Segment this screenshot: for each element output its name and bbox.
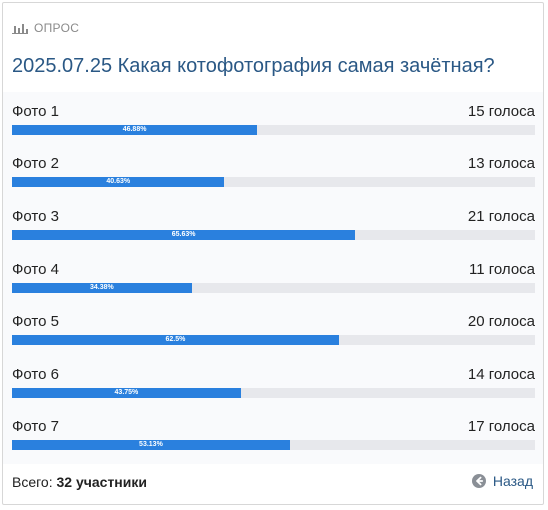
poll-header: ОПРОС bbox=[12, 20, 79, 36]
option-percent-label: 34.38% bbox=[90, 284, 114, 291]
option-vote-count: 17 голоса bbox=[467, 418, 535, 435]
option-vote-count: 11 голоса bbox=[469, 261, 535, 278]
total-prefix: Всего: bbox=[12, 474, 53, 490]
option-label: Фото 5 bbox=[12, 313, 59, 330]
option-progress-track: 65.63% bbox=[12, 230, 535, 240]
option-progress-fill: 46.88% bbox=[12, 125, 258, 135]
option-label: Фото 6 bbox=[12, 366, 59, 383]
option-vote-count: 15 голоса bbox=[467, 103, 535, 120]
option-vote-count: 13 голоса bbox=[467, 155, 535, 172]
poll-card: ОПРОС 2025.07.25 Какая котофотография са… bbox=[2, 2, 544, 505]
option-progress-fill: 53.13% bbox=[12, 440, 290, 450]
option-percent-label: 40.63% bbox=[106, 178, 131, 185]
total-participants: Всего: 32 участники bbox=[12, 474, 147, 490]
option-percent-label: 53.13% bbox=[139, 441, 163, 448]
option-progress-fill: 62.5% bbox=[12, 335, 339, 345]
poll-option[interactable]: Фото 6 14 голоса 43.75% bbox=[12, 366, 535, 414]
option-progress-fill: 40.63% bbox=[12, 177, 225, 187]
poll-option[interactable]: Фото 5 20 голоса 62.5% bbox=[12, 313, 535, 361]
option-progress-track: 43.75% bbox=[12, 388, 535, 398]
poll-option[interactable]: Фото 3 21 голоса 65.63% bbox=[12, 208, 535, 256]
option-vote-count: 21 голоса bbox=[467, 208, 535, 225]
option-label: Фото 2 bbox=[12, 155, 59, 172]
option-percent-label: 62.5% bbox=[165, 336, 186, 343]
option-progress-track: 46.88% bbox=[12, 125, 535, 135]
option-label: Фото 7 bbox=[12, 418, 59, 435]
option-progress-track: 40.63% bbox=[12, 177, 535, 187]
option-progress-fill: 65.63% bbox=[12, 230, 356, 240]
option-progress-fill: 43.75% bbox=[12, 388, 241, 398]
option-progress-fill: 34.38% bbox=[12, 283, 192, 293]
poll-header-label: ОПРОС bbox=[34, 21, 80, 35]
option-percent-label: 46.88% bbox=[122, 126, 147, 133]
option-progress-track: 53.13% bbox=[12, 440, 535, 450]
poll-option[interactable]: Фото 4 11 голоса 34.38% bbox=[12, 261, 535, 309]
arrow-left-circle-icon bbox=[471, 474, 486, 488]
bar-chart-icon bbox=[12, 24, 28, 34]
poll-option[interactable]: Фото 2 13 голоса 40.63% bbox=[12, 155, 535, 203]
total-value: 32 участники bbox=[56, 474, 147, 490]
back-label: Назад bbox=[492, 473, 533, 489]
poll-title: 2025.07.25 Какая котофотография самая за… bbox=[12, 55, 495, 77]
option-label: Фото 4 bbox=[12, 261, 59, 278]
option-label: Фото 1 bbox=[12, 103, 59, 120]
option-label: Фото 3 bbox=[12, 208, 59, 225]
option-percent-label: 65.63% bbox=[171, 231, 196, 238]
option-vote-count: 20 голоса bbox=[467, 313, 535, 330]
option-percent-label: 43.75% bbox=[114, 389, 139, 396]
poll-option[interactable]: Фото 7 17 голоса 53.13% bbox=[12, 418, 535, 466]
back-button[interactable]: Назад bbox=[471, 473, 533, 489]
option-progress-track: 62.5% bbox=[12, 335, 535, 345]
option-vote-count: 14 голоса bbox=[467, 366, 535, 383]
option-progress-track: 34.38% bbox=[12, 283, 535, 293]
poll-option[interactable]: Фото 1 15 голоса 46.88% bbox=[12, 103, 535, 151]
poll-options: Фото 1 15 голоса 46.88% Фото 2 13 голоса 40.6… bbox=[3, 92, 543, 464]
